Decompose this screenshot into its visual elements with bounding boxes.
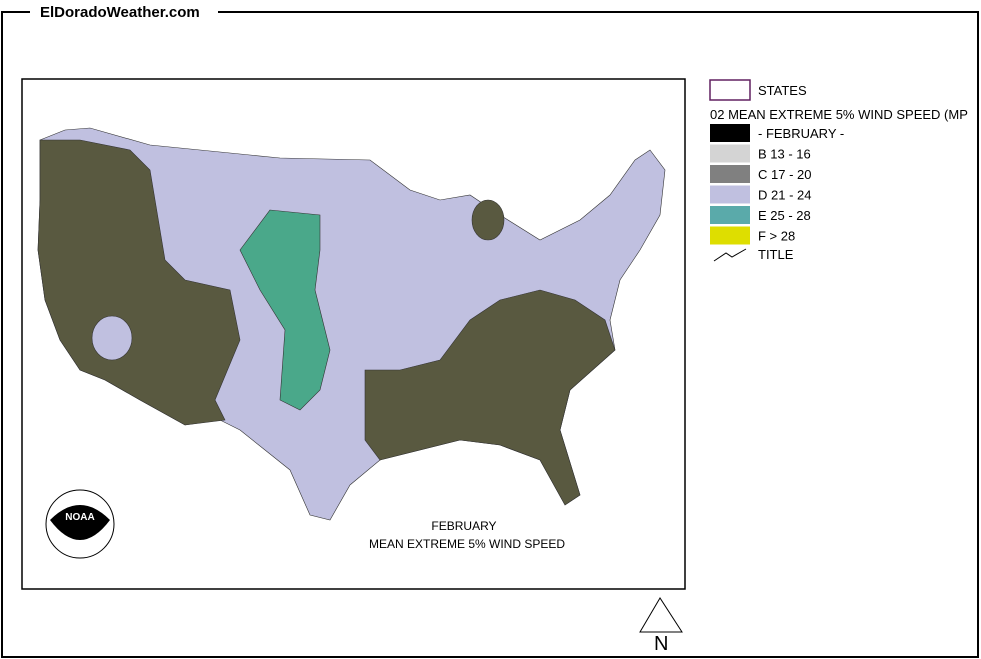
logo-text: NOAA (65, 512, 94, 523)
legend-swatch (710, 124, 750, 142)
legend-swatch (710, 144, 750, 163)
states-swatch (709, 79, 751, 101)
legend-label: C 17 - 20 (758, 167, 811, 182)
michigan-patch (471, 199, 505, 241)
north-label: N (654, 633, 668, 655)
north-arrow (639, 597, 683, 633)
legend-label: B 13 - 16 (758, 147, 811, 162)
southeast-region (364, 289, 616, 506)
legend-swatch (710, 206, 750, 224)
legend-label: TITLE (758, 247, 794, 262)
nevada-patch (91, 315, 133, 361)
legend-swatch (710, 226, 750, 245)
map (37, 127, 666, 521)
outer-frame (1, 11, 979, 658)
legend-label: D 21 - 24 (758, 188, 811, 203)
west-region (37, 139, 241, 426)
map-caption: MEAN EXTREME 5% WIND SPEED (369, 537, 565, 551)
title-swatch (713, 248, 747, 262)
legend-swatch (710, 165, 750, 183)
noaa-bird (50, 505, 110, 540)
legend-label: STATES (758, 83, 807, 98)
plains-region (239, 209, 331, 411)
map-caption: FEBRUARY (431, 519, 496, 533)
legend-label: E 25 - 28 (758, 208, 811, 223)
legend-swatch (710, 185, 750, 204)
title-backdrop (30, 2, 218, 22)
site-title: ElDoradoWeather.com (40, 4, 200, 21)
legend-label: F > 28 (758, 229, 795, 244)
legend-layer: 02 MEAN EXTREME 5% WIND SPEED (MP (710, 107, 968, 122)
legend: STATES 02 MEAN EXTREME 5% WIND SPEED (MP… (709, 79, 968, 262)
legend-label: - FEBRUARY - (758, 126, 844, 141)
